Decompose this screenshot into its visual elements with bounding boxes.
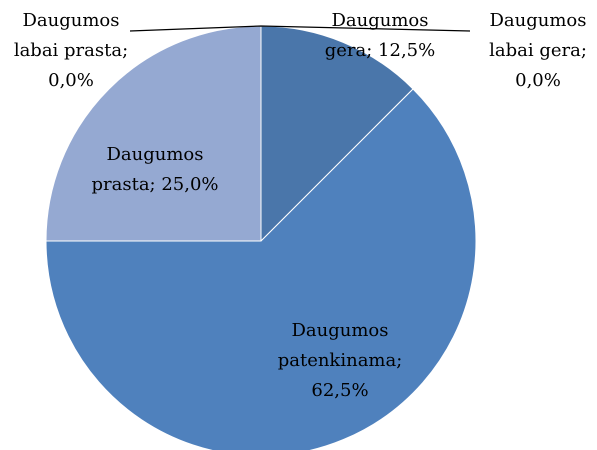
data-label-line: Daugumos [291, 320, 388, 341]
data-label: Daugumos labai gera; 0,0% [489, 10, 587, 91]
data-label-line: labai gera; [489, 40, 587, 61]
leader-line [129, 25, 471, 32]
data-label-line: patenkinama; [278, 350, 403, 371]
data-label: Daugumos patenkinama; 62,5% [278, 320, 403, 401]
data-label-line: 0,0% [48, 70, 94, 91]
data-label: Daugumos gera; 12,5% [325, 10, 435, 61]
data-label-line: 62,5% [311, 380, 368, 401]
data-label-line: gera; 12,5% [325, 40, 435, 61]
data-label-line: Daugumos [22, 10, 119, 31]
data-label-line: Daugumos [106, 144, 203, 165]
pie-slice [45, 88, 477, 450]
pie-slice [45, 25, 262, 242]
data-label-line: labai prasta; [14, 40, 128, 61]
data-label-line: Daugumos [489, 10, 586, 31]
data-label-line: 0,0% [515, 70, 561, 91]
data-label: Daugumos labai prasta; 0,0% [14, 10, 128, 91]
data-label-line: Daugumos [331, 10, 428, 31]
data-label-line: prasta; 25,0% [91, 174, 218, 195]
data-label: Daugumos prasta; 25,0% [91, 144, 218, 195]
